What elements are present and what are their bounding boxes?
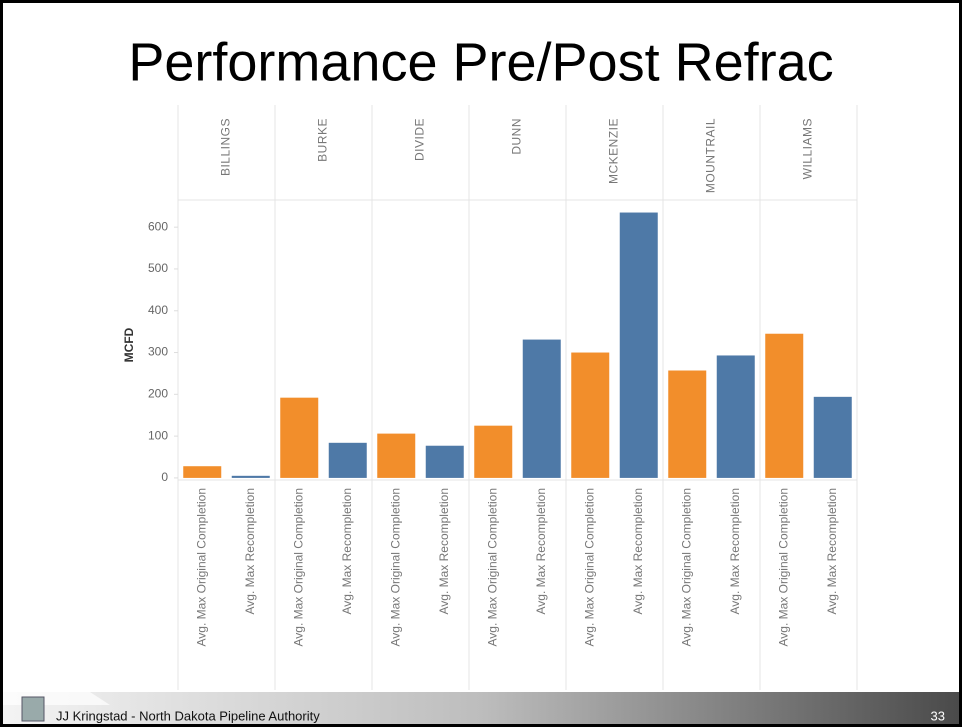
bar	[619, 212, 658, 478]
bar	[474, 425, 513, 478]
x-tick-label: Avg. Max Original Completion	[485, 488, 499, 647]
column-header: BILLINGS	[219, 118, 233, 176]
y-tick-label: 600	[148, 219, 168, 233]
x-tick-label: Avg. Max Recompletion	[340, 488, 354, 615]
x-tick-label: Avg. Max Recompletion	[728, 488, 742, 615]
y-tick-label: 300	[148, 345, 168, 359]
bar	[280, 397, 319, 478]
x-tick-label: Avg. Max Original Completion	[388, 488, 402, 647]
y-tick-label: 400	[148, 303, 168, 317]
bar	[328, 442, 367, 478]
logo	[21, 696, 45, 722]
bar	[183, 466, 222, 478]
x-tick-label: Avg. Max Recompletion	[437, 488, 451, 615]
bar	[522, 339, 561, 478]
y-tick-label: 0	[161, 470, 168, 484]
column-header: MOUNTRAIL	[704, 118, 718, 193]
column-header: BURKE	[316, 118, 330, 162]
bar	[765, 333, 804, 478]
slide-title: Performance Pre/Post Refrac	[128, 32, 833, 92]
x-tick-label: Avg. Max Recompletion	[534, 488, 548, 615]
bar	[813, 396, 852, 478]
column-header: MCKENZIE	[607, 118, 621, 184]
column-header: DUNN	[510, 118, 524, 155]
bar	[668, 370, 707, 478]
bar	[716, 355, 755, 478]
x-tick-label: Avg. Max Original Completion	[194, 488, 208, 647]
x-tick-label: Avg. Max Original Completion	[679, 488, 693, 647]
x-tick-label: Avg. Max Original Completion	[291, 488, 305, 647]
footer-bar	[3, 692, 959, 724]
y-tick-label: 200	[148, 387, 168, 401]
column-header: DIVIDE	[413, 118, 427, 161]
x-tick-label: Avg. Max Original Completion	[776, 488, 790, 647]
x-tick-label: Avg. Max Recompletion	[631, 488, 645, 615]
bar	[231, 475, 270, 478]
bar	[571, 352, 610, 478]
column-header: WILLIAMS	[801, 118, 815, 179]
x-tick-label: Avg. Max Recompletion	[243, 488, 257, 615]
page-number: 33	[931, 708, 945, 723]
bar	[377, 433, 416, 478]
footer-text: JJ Kringstad - North Dakota Pipeline Aut…	[56, 708, 320, 723]
y-tick-label: 100	[148, 428, 168, 442]
bar	[425, 445, 464, 478]
y-tick-label: 500	[148, 261, 168, 275]
y-axis-label: MCFD	[122, 327, 136, 362]
x-tick-label: Avg. Max Recompletion	[825, 488, 839, 615]
x-tick-label: Avg. Max Original Completion	[582, 488, 596, 647]
